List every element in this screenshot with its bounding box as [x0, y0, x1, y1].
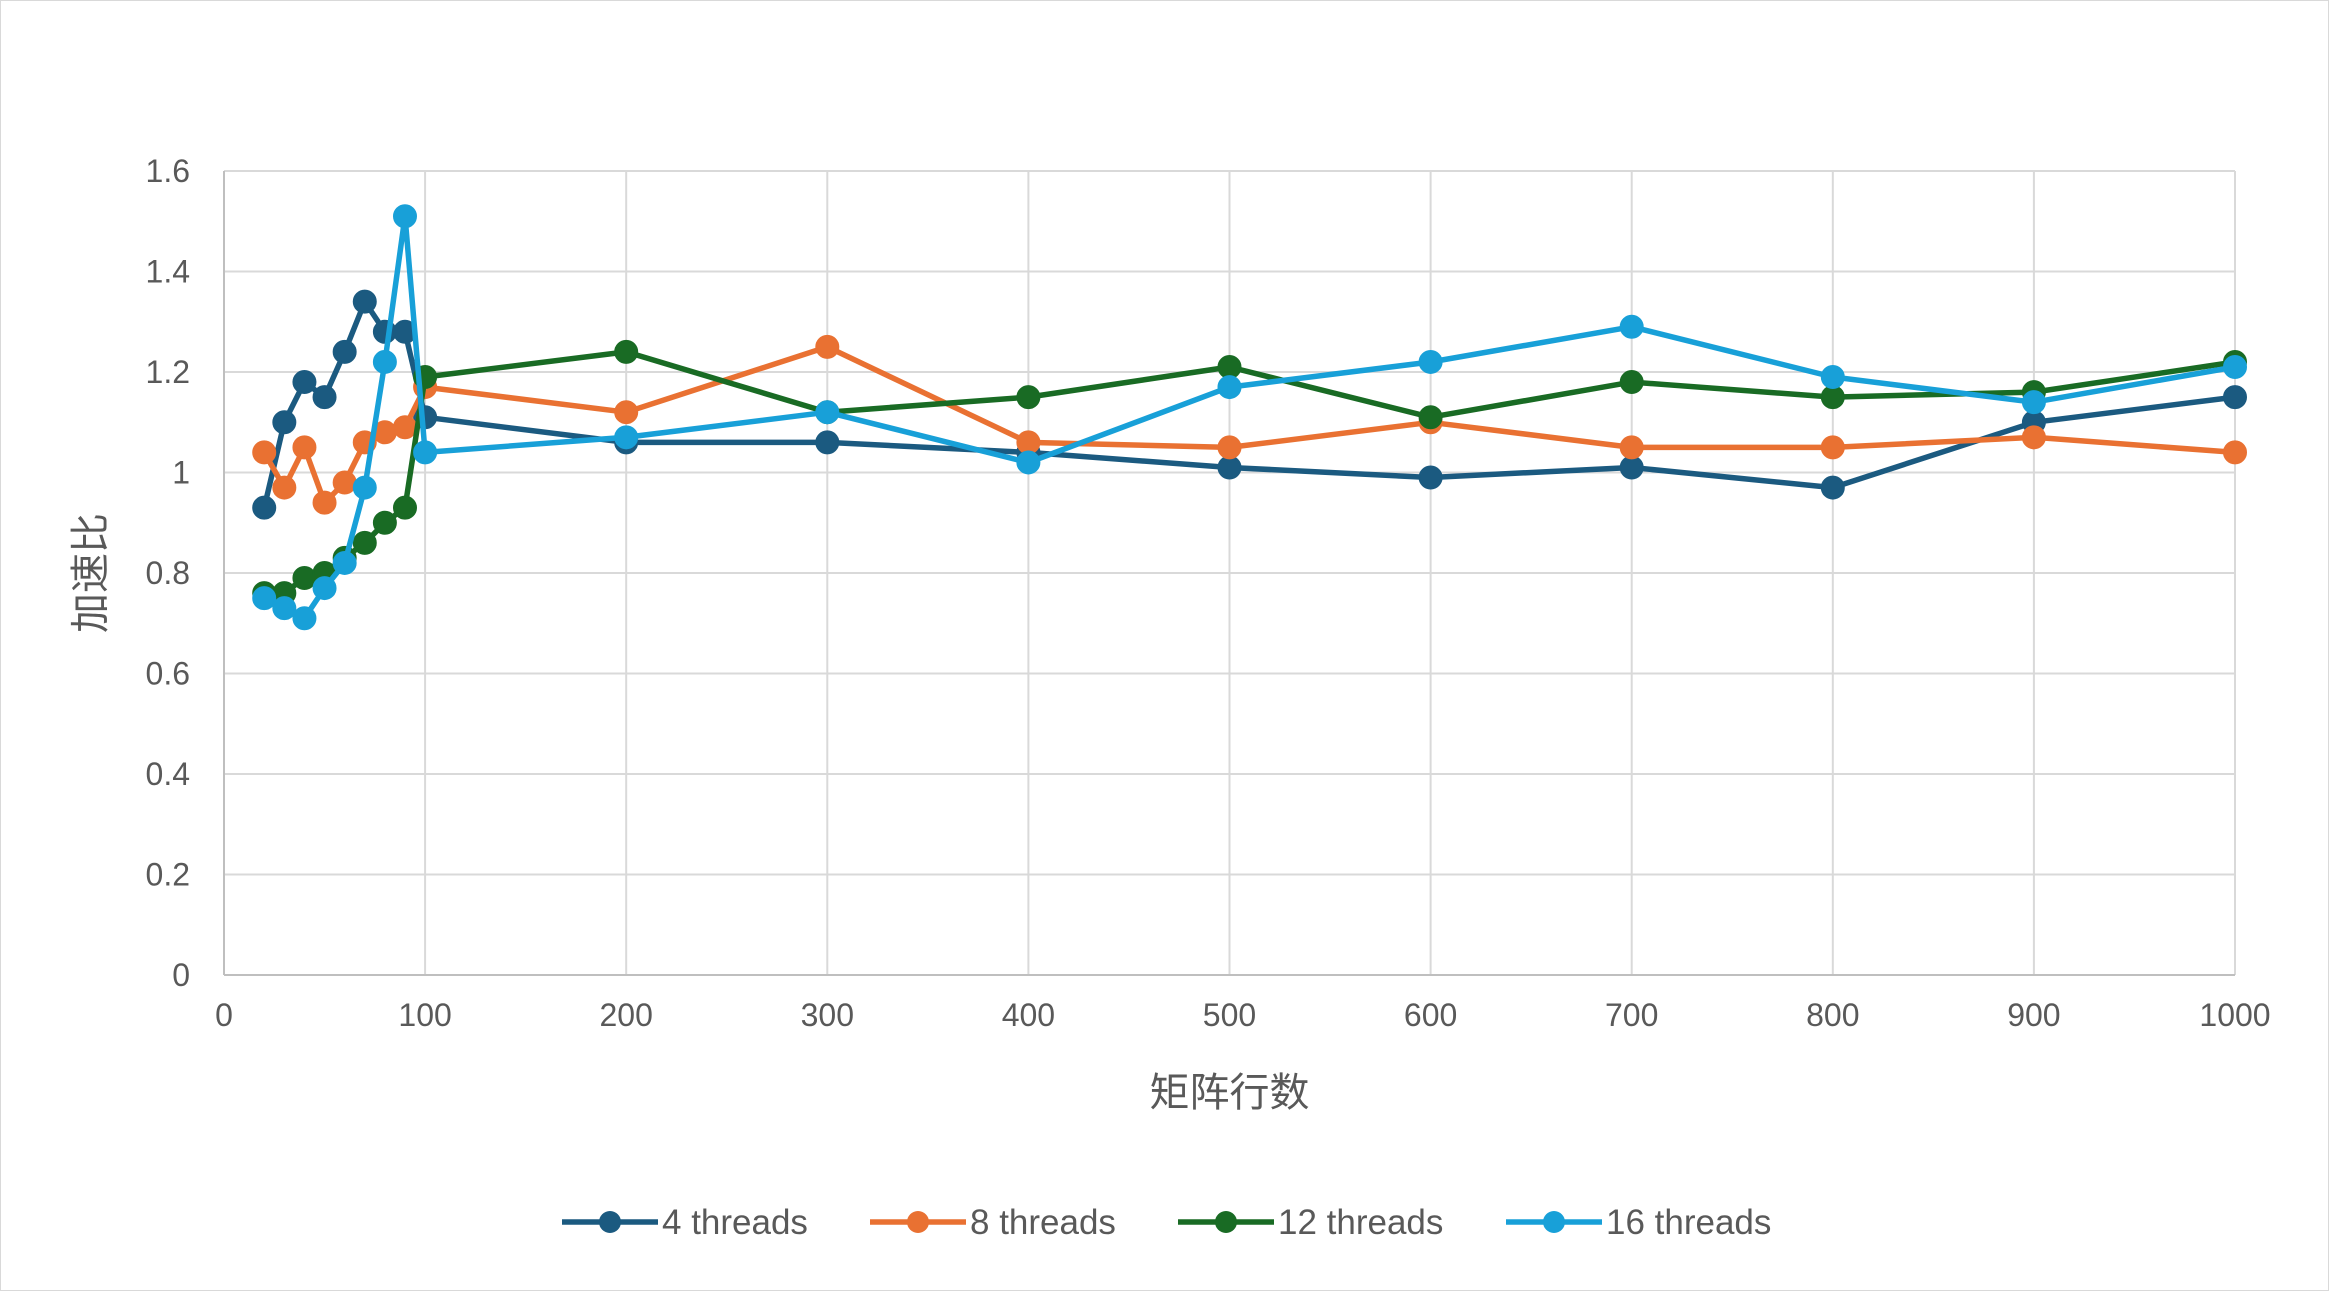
x-tick-label: 700 [1605, 997, 1658, 1033]
data-point [2021, 425, 2046, 450]
y-tick-label: 0.4 [146, 756, 190, 792]
x-tick-label: 100 [398, 997, 451, 1033]
data-point [1820, 385, 1845, 410]
x-tick-label: 0 [215, 997, 233, 1033]
data-point [614, 425, 639, 450]
data-point [352, 530, 377, 555]
data-point [614, 339, 639, 364]
y-tick-label: 1 [172, 455, 190, 491]
legend-item: 4 threads [562, 1203, 808, 1242]
data-point [372, 349, 397, 374]
data-point [815, 400, 840, 425]
data-point [272, 410, 297, 435]
data-point [1619, 435, 1644, 460]
data-point [1217, 375, 1242, 400]
data-point [312, 576, 337, 601]
data-point [1820, 365, 1845, 390]
data-point [1418, 465, 1443, 490]
y-tick-label: 0.2 [146, 857, 190, 893]
x-tick-label: 800 [1806, 997, 1859, 1033]
gridlines [224, 170, 2236, 975]
y-tick-label: 1.6 [146, 153, 190, 189]
legend-marker [599, 1211, 621, 1233]
series-lines [252, 204, 2247, 631]
x-tick-label: 1000 [2199, 997, 2270, 1033]
data-point [312, 385, 337, 410]
data-point [392, 415, 417, 440]
legend-marker [1543, 1211, 1565, 1233]
data-point [1418, 349, 1443, 374]
data-point [815, 430, 840, 455]
series-line [261, 213, 2238, 621]
data-point [332, 339, 357, 364]
data-point [252, 495, 277, 520]
legend-label: 8 threads [970, 1203, 1116, 1242]
y-axis-title: 加速比 [68, 513, 114, 633]
legend-label: 12 threads [1278, 1203, 1443, 1242]
data-point [413, 440, 438, 465]
data-point [352, 289, 377, 314]
data-point [2223, 440, 2247, 465]
data-point [1016, 385, 1041, 410]
data-point [1217, 435, 1242, 460]
data-point [1820, 435, 1845, 460]
data-point [1619, 314, 1644, 339]
y-tick-label: 1.4 [146, 254, 190, 290]
legend-item: 16 threads [1506, 1203, 1771, 1242]
data-point [272, 475, 297, 500]
data-point [2223, 385, 2247, 410]
data-point [292, 370, 317, 395]
legend-marker [1215, 1211, 1237, 1233]
legend-label: 16 threads [1606, 1203, 1771, 1242]
data-point [272, 596, 297, 621]
x-axis-title: 矩阵行数 [1150, 1070, 1310, 1116]
data-point [372, 510, 397, 535]
data-point [1619, 370, 1644, 395]
data-point [1016, 430, 1041, 455]
x-tick-label: 300 [801, 997, 854, 1033]
y-tick-label: 0.6 [146, 656, 190, 692]
data-point [252, 440, 277, 465]
y-tick-label: 1.2 [146, 354, 190, 390]
series-4 [252, 204, 2247, 631]
axes [223, 171, 2235, 976]
y-tick-label: 0.8 [146, 555, 190, 591]
data-point [1217, 354, 1242, 379]
legend-marker [907, 1211, 929, 1233]
legend-item: 8 threads [870, 1203, 1116, 1242]
legend: 4 threads 8 threads 12 threads 16 threads [562, 1203, 1771, 1242]
data-point [292, 606, 317, 631]
tick-labels: 0 0.2 0.4 0.6 0.8 1 1.2 1.4 1.6 0 100 200 300 400 500 6… [146, 153, 2271, 1033]
data-point [312, 490, 337, 515]
data-point [332, 470, 357, 495]
data-point [392, 495, 417, 520]
data-point [2223, 354, 2247, 379]
x-tick-label: 200 [600, 997, 653, 1033]
data-point [392, 204, 417, 229]
data-point [352, 475, 377, 500]
x-tick-label: 900 [2007, 997, 2060, 1033]
data-point [292, 435, 317, 460]
data-point [1418, 405, 1443, 430]
legend-item: 12 threads [1178, 1203, 1443, 1242]
data-point [252, 586, 277, 611]
x-tick-label: 500 [1203, 997, 1256, 1033]
data-point [2021, 390, 2046, 415]
legend-label: 4 threads [662, 1203, 808, 1242]
x-tick-label: 400 [1002, 997, 1055, 1033]
data-point [1820, 475, 1845, 500]
data-point [1016, 450, 1041, 475]
data-point [815, 334, 840, 359]
data-point [332, 550, 357, 575]
data-point [614, 400, 639, 425]
x-tick-label: 600 [1404, 997, 1457, 1033]
data-point [1217, 455, 1242, 480]
data-point [292, 566, 317, 591]
data-point [1619, 455, 1644, 480]
y-tick-label: 0 [172, 957, 190, 993]
